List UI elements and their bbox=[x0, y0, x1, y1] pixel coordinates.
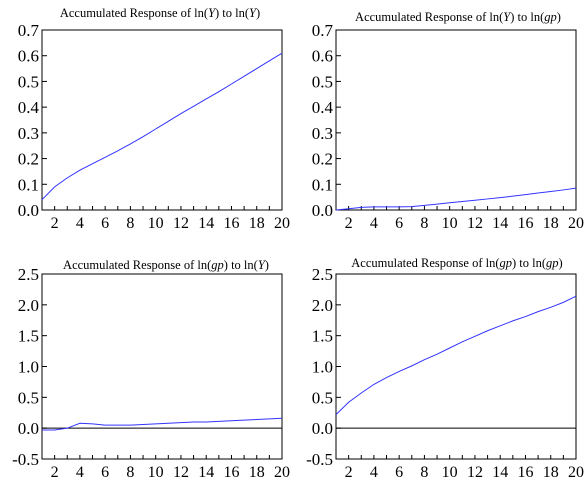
y-tick-label: 0.4 bbox=[312, 98, 334, 117]
x-tick-label: 20 bbox=[274, 215, 290, 232]
chart-title: Accumulated Response of ln(Y) to ln(gp) bbox=[355, 10, 561, 24]
response-line bbox=[335, 187, 577, 211]
y-tick-label: 0.2 bbox=[312, 150, 333, 169]
y-tick-label: -0.5 bbox=[306, 450, 333, 469]
x-tick-label: 10 bbox=[442, 215, 458, 232]
x-tick-label: 18 bbox=[249, 215, 265, 232]
x-tick-label: 8 bbox=[420, 215, 428, 232]
y-tick-label: 0.3 bbox=[18, 124, 39, 143]
chart-title: Accumulated Response of ln(gp) to ln(Y) bbox=[63, 258, 269, 272]
x-tick-label: 6 bbox=[101, 464, 109, 481]
y-tick-label: 0.6 bbox=[18, 47, 39, 66]
y-tick-label: 2.5 bbox=[18, 265, 39, 284]
y-tick-label: 2.5 bbox=[312, 265, 333, 284]
x-tick-label: 14 bbox=[198, 215, 214, 232]
y-tick-label: 1.0 bbox=[312, 358, 333, 377]
response-line bbox=[42, 417, 283, 431]
x-tick-label: 12 bbox=[467, 215, 483, 232]
x-tick-label: 6 bbox=[395, 464, 403, 481]
x-tick-label: 18 bbox=[543, 215, 559, 232]
x-tick-label: 4 bbox=[370, 464, 378, 481]
x-tick-label: 10 bbox=[442, 464, 458, 481]
y-tick-label: 0.5 bbox=[312, 388, 333, 407]
y-tick-label: 0.5 bbox=[312, 72, 333, 91]
x-tick-label: 14 bbox=[492, 464, 508, 481]
chart-title: Accumulated Response of ln(Y) to ln(Y) bbox=[60, 6, 260, 20]
x-tick-label: 14 bbox=[198, 464, 214, 481]
x-tick-label: 10 bbox=[148, 215, 164, 232]
x-tick-label: 2 bbox=[51, 464, 59, 481]
x-tick-label: 16 bbox=[223, 215, 239, 232]
y-tick-label: 0.0 bbox=[18, 201, 39, 220]
plot-frame bbox=[41, 29, 283, 211]
y-tick-label: 0.0 bbox=[18, 419, 39, 438]
chart-title: Accumulated Response of ln(gp) to ln(gp) bbox=[351, 256, 562, 270]
y-tick-label: 2.0 bbox=[312, 296, 333, 315]
plot-frame bbox=[41, 273, 283, 460]
x-tick-label: 20 bbox=[568, 215, 584, 232]
y-tick-label: 1.0 bbox=[18, 358, 39, 377]
y-tick-label: -0.5 bbox=[12, 450, 39, 469]
x-tick-label: 12 bbox=[173, 215, 189, 232]
chart-panel-4: Accumulated Response of ln(gp) to ln(gp)… bbox=[306, 256, 584, 481]
x-tick-label: 8 bbox=[420, 464, 428, 481]
x-tick-label: 8 bbox=[126, 215, 134, 232]
y-tick-label: 0.5 bbox=[18, 388, 39, 407]
x-tick-label: 12 bbox=[467, 464, 483, 481]
y-tick-label: 0.4 bbox=[18, 98, 40, 117]
y-tick-label: 0.6 bbox=[312, 47, 333, 66]
x-tick-label: 6 bbox=[101, 215, 109, 232]
x-tick-label: 12 bbox=[173, 464, 189, 481]
x-tick-label: 18 bbox=[543, 464, 559, 481]
x-tick-label: 10 bbox=[148, 464, 164, 481]
x-tick-label: 14 bbox=[492, 215, 508, 232]
y-tick-label: 2.0 bbox=[18, 296, 39, 315]
y-tick-label: 0.1 bbox=[312, 175, 333, 194]
chart-panel-3: Accumulated Response of ln(gp) to ln(Y) -… bbox=[12, 258, 290, 481]
response-line bbox=[335, 295, 577, 415]
x-tick-label: 20 bbox=[274, 464, 290, 481]
y-tick-label: 0.7 bbox=[18, 21, 40, 40]
y-tick-label: 0.7 bbox=[312, 21, 334, 40]
x-tick-label: 18 bbox=[249, 464, 265, 481]
y-tick-label: 1.5 bbox=[312, 327, 333, 346]
x-tick-label: 6 bbox=[395, 215, 403, 232]
x-tick-label: 16 bbox=[223, 464, 239, 481]
y-tick-label: 0.0 bbox=[312, 201, 333, 220]
y-tick-label: 0.1 bbox=[18, 175, 39, 194]
x-tick-label: 4 bbox=[370, 215, 378, 232]
x-tick-label: 16 bbox=[517, 464, 533, 481]
chart-panel-2: Accumulated Response of ln(Y) to ln(gp) 0… bbox=[312, 10, 584, 232]
x-tick-label: 20 bbox=[568, 464, 584, 481]
y-tick-label: 0.0 bbox=[312, 419, 333, 438]
y-tick-label: 1.5 bbox=[18, 327, 39, 346]
x-tick-label: 8 bbox=[126, 464, 134, 481]
x-tick-label: 2 bbox=[51, 215, 59, 232]
response-line bbox=[41, 52, 283, 201]
x-tick-label: 4 bbox=[76, 215, 84, 232]
plot-frame bbox=[335, 29, 577, 211]
x-tick-label: 2 bbox=[345, 464, 353, 481]
x-tick-label: 2 bbox=[345, 215, 353, 232]
x-tick-label: 16 bbox=[517, 215, 533, 232]
plot-frame bbox=[335, 273, 577, 460]
y-tick-label: 0.5 bbox=[18, 72, 39, 91]
x-tick-label: 4 bbox=[76, 464, 84, 481]
y-tick-label: 0.2 bbox=[18, 150, 39, 169]
chart-panel-1: Accumulated Response of ln(Y) to ln(Y) 0.… bbox=[18, 6, 290, 232]
y-tick-label: 0.3 bbox=[312, 124, 333, 143]
